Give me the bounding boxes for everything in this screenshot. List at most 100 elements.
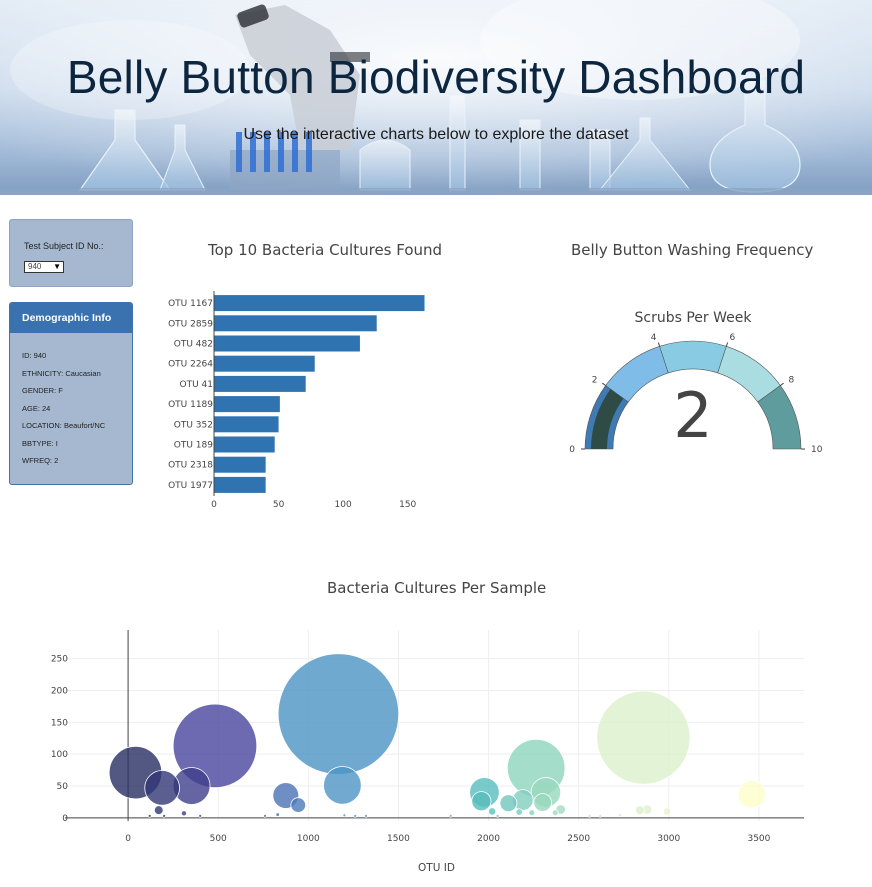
bar-otu-482 xyxy=(214,335,360,352)
bubble-point xyxy=(162,814,167,818)
bubble-point xyxy=(353,814,358,818)
demo-item-ethnicity: ETHNICITY: Caucasian xyxy=(22,368,101,378)
bubble-point xyxy=(448,814,453,818)
bubble-x-tick-label: 500 xyxy=(210,834,227,844)
bubble-x-tick-label: 2000 xyxy=(477,834,500,844)
bubble-chart-title: Bacteria Cultures Per Sample xyxy=(327,579,547,597)
bar-category-label: OTU 352 xyxy=(174,420,213,430)
gauge-tick xyxy=(602,382,606,386)
subject-selector-label: Test Subject ID No.: xyxy=(24,241,104,251)
header-banner: Belly Button Biodiversity Dashboard Use … xyxy=(0,0,872,195)
demo-item-gender: GENDER: F xyxy=(22,386,63,395)
demo-item-bbtype: BBTYPE: I xyxy=(22,438,58,448)
bubble-point xyxy=(488,807,497,816)
bar-chart-title: Top 10 Bacteria Cultures Found xyxy=(208,241,443,259)
gauge-step-2 xyxy=(659,340,727,374)
bubble-x-tick-label: 3000 xyxy=(657,834,680,844)
bubble-point xyxy=(290,797,307,813)
bubble-y-tick-label: 150 xyxy=(51,718,68,728)
bubble-y-tick-label: 250 xyxy=(51,655,68,665)
bar-otu-1977 xyxy=(214,476,266,493)
bubble-point xyxy=(147,814,152,818)
bubble-point xyxy=(495,814,500,818)
bar-otu-1189 xyxy=(214,396,280,413)
bubble-point xyxy=(323,766,362,805)
bacteria-bubble-chart: 0 500 1000 1500 2000 2500 3000 3500 0 50 100 150 200… xyxy=(51,630,804,874)
bubble-point xyxy=(198,814,203,818)
bubble-point xyxy=(598,814,603,818)
bar-otu-41 xyxy=(214,375,306,392)
lab-glassware-illustration xyxy=(0,0,872,195)
bubble-x-axis-label: OTU ID xyxy=(418,862,455,874)
gauge-tick-label: 4 xyxy=(651,333,657,343)
bubble-y-tick-label: 100 xyxy=(51,750,68,760)
bubble-point xyxy=(662,807,672,816)
gauge-value-label: 2 xyxy=(673,379,712,452)
bubble-point xyxy=(596,690,691,785)
gauge-step-4 xyxy=(757,385,802,450)
bar-category-label: OTU 1167 xyxy=(168,299,213,309)
bubble-y-tick-label: 0 xyxy=(62,814,68,824)
bubble-point xyxy=(277,653,400,775)
bubble-point xyxy=(180,810,187,817)
gauge-tick-label: 10 xyxy=(811,445,823,455)
bubble-point xyxy=(635,805,645,816)
demographic-info-title: Demographic Info xyxy=(10,303,132,333)
bubble-point xyxy=(144,770,180,806)
bubble-y-tick-label: 50 xyxy=(57,782,69,792)
bubble-point xyxy=(587,814,592,818)
gauge-tick xyxy=(657,342,661,347)
bar-category-label: OTU 482 xyxy=(174,340,213,350)
demographic-info-list: ID: 940 ETHNICITY: Caucasian GENDER: F A… xyxy=(10,333,132,474)
gauge-tick-label: 6 xyxy=(729,333,735,343)
bar-otu-2318 xyxy=(214,456,266,473)
bubble-point xyxy=(528,809,536,817)
bar-otu-189 xyxy=(214,436,275,453)
page-subtitle: Use the interactive charts below to expl… xyxy=(243,126,629,143)
bar-x-tick-label: 150 xyxy=(399,500,416,510)
bubble-point xyxy=(533,793,552,812)
gauge-chart-title: Belly Button Washing Frequency xyxy=(571,241,814,259)
bubble-y-tick-label: 200 xyxy=(51,686,68,696)
bar-otu-2264 xyxy=(214,355,315,372)
subject-id-select[interactable]: 940 ▼ xyxy=(24,261,64,273)
bubble-point xyxy=(515,808,523,816)
bar-category-label: OTU 1189 xyxy=(168,400,213,410)
gauge-tick-label: 2 xyxy=(592,376,598,386)
bubble-point xyxy=(275,812,280,817)
bubble-x-tick-label: 2500 xyxy=(567,834,590,844)
bar-otu-2859 xyxy=(214,315,377,332)
demographic-info-panel: Demographic Info ID: 940 ETHNICITY: Cauc… xyxy=(9,302,133,485)
bar-category-label: OTU 41 xyxy=(180,380,213,390)
bubble-point xyxy=(364,814,368,818)
demo-item-age: AGE: 24 xyxy=(22,403,51,413)
washing-frequency-gauge: Scrubs Per Week 0 2 4 6 8 10 2 xyxy=(569,310,823,455)
subject-selector-card: Test Subject ID No.: 940 ▼ xyxy=(9,219,133,287)
gauge-value-bar xyxy=(591,389,624,449)
bubble-point xyxy=(551,809,559,817)
bar-otu-1167 xyxy=(214,295,425,312)
demo-item-id: ID: 940 xyxy=(22,351,47,360)
bubble-point xyxy=(263,814,267,818)
subject-id-selected-value: 940 xyxy=(28,262,42,271)
page-title: Belly Button Biodiversity Dashboard xyxy=(66,51,806,103)
bubble-x-tick-label: 0 xyxy=(125,834,131,844)
bar-x-tick-label: 0 xyxy=(211,500,217,510)
bubble-x-tick-label: 1000 xyxy=(297,834,320,844)
chevron-down-icon: ▼ xyxy=(53,262,61,271)
gauge-tick-label: 0 xyxy=(569,445,575,455)
gauge-subtitle: Scrubs Per Week xyxy=(635,310,753,326)
bar-category-label: OTU 2859 xyxy=(168,319,213,329)
demo-item-location: LOCATION: Beaufort/NC xyxy=(22,421,106,430)
bar-x-tick-label: 50 xyxy=(273,500,285,510)
bar-category-label: OTU 2318 xyxy=(168,461,213,471)
top10-bar-chart: OTU 1167 OTU 2859 OTU 482 OTU 2264 OTU 41 OTU… xyxy=(168,291,425,510)
bubble-point xyxy=(342,813,347,818)
bubble-x-tick-label: 3500 xyxy=(747,834,770,844)
gauge-tick xyxy=(780,382,784,386)
bar-category-label: OTU 2264 xyxy=(168,360,213,370)
gauge-tick-label: 8 xyxy=(788,376,794,386)
bar-category-label: OTU 189 xyxy=(174,441,213,451)
bubble-point xyxy=(153,805,164,816)
bar-x-tick-label: 100 xyxy=(335,500,352,510)
